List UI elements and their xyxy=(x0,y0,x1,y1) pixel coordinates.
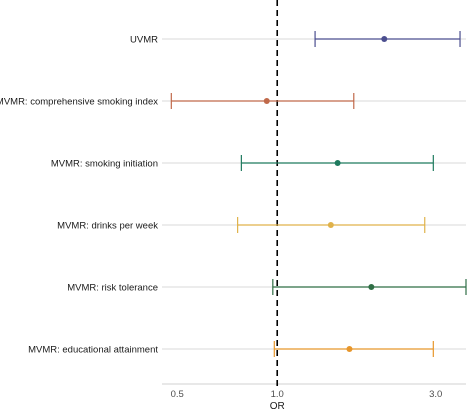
row-label: MVMR: comprehensive smoking index xyxy=(0,97,158,108)
x-axis-title: OR xyxy=(270,401,285,410)
x-tick-label: 0.5 xyxy=(171,389,184,400)
point-estimate xyxy=(381,36,388,42)
row-label: UVMR xyxy=(130,35,158,46)
point-estimate xyxy=(263,98,270,104)
point-estimate xyxy=(327,222,334,228)
point-estimate xyxy=(368,284,375,290)
row-label: MVMR: educational attainment xyxy=(28,345,158,356)
point-estimate xyxy=(346,346,353,352)
row-label: MVMR: drinks per week xyxy=(57,221,158,232)
x-tick-label: 3.0 xyxy=(429,389,442,400)
point-estimate xyxy=(334,160,341,166)
row-label: MVMR: smoking initiation xyxy=(51,159,158,170)
x-tick-label: 1.0 xyxy=(271,389,284,400)
row-label: MVMR: risk tolerance xyxy=(67,283,158,294)
